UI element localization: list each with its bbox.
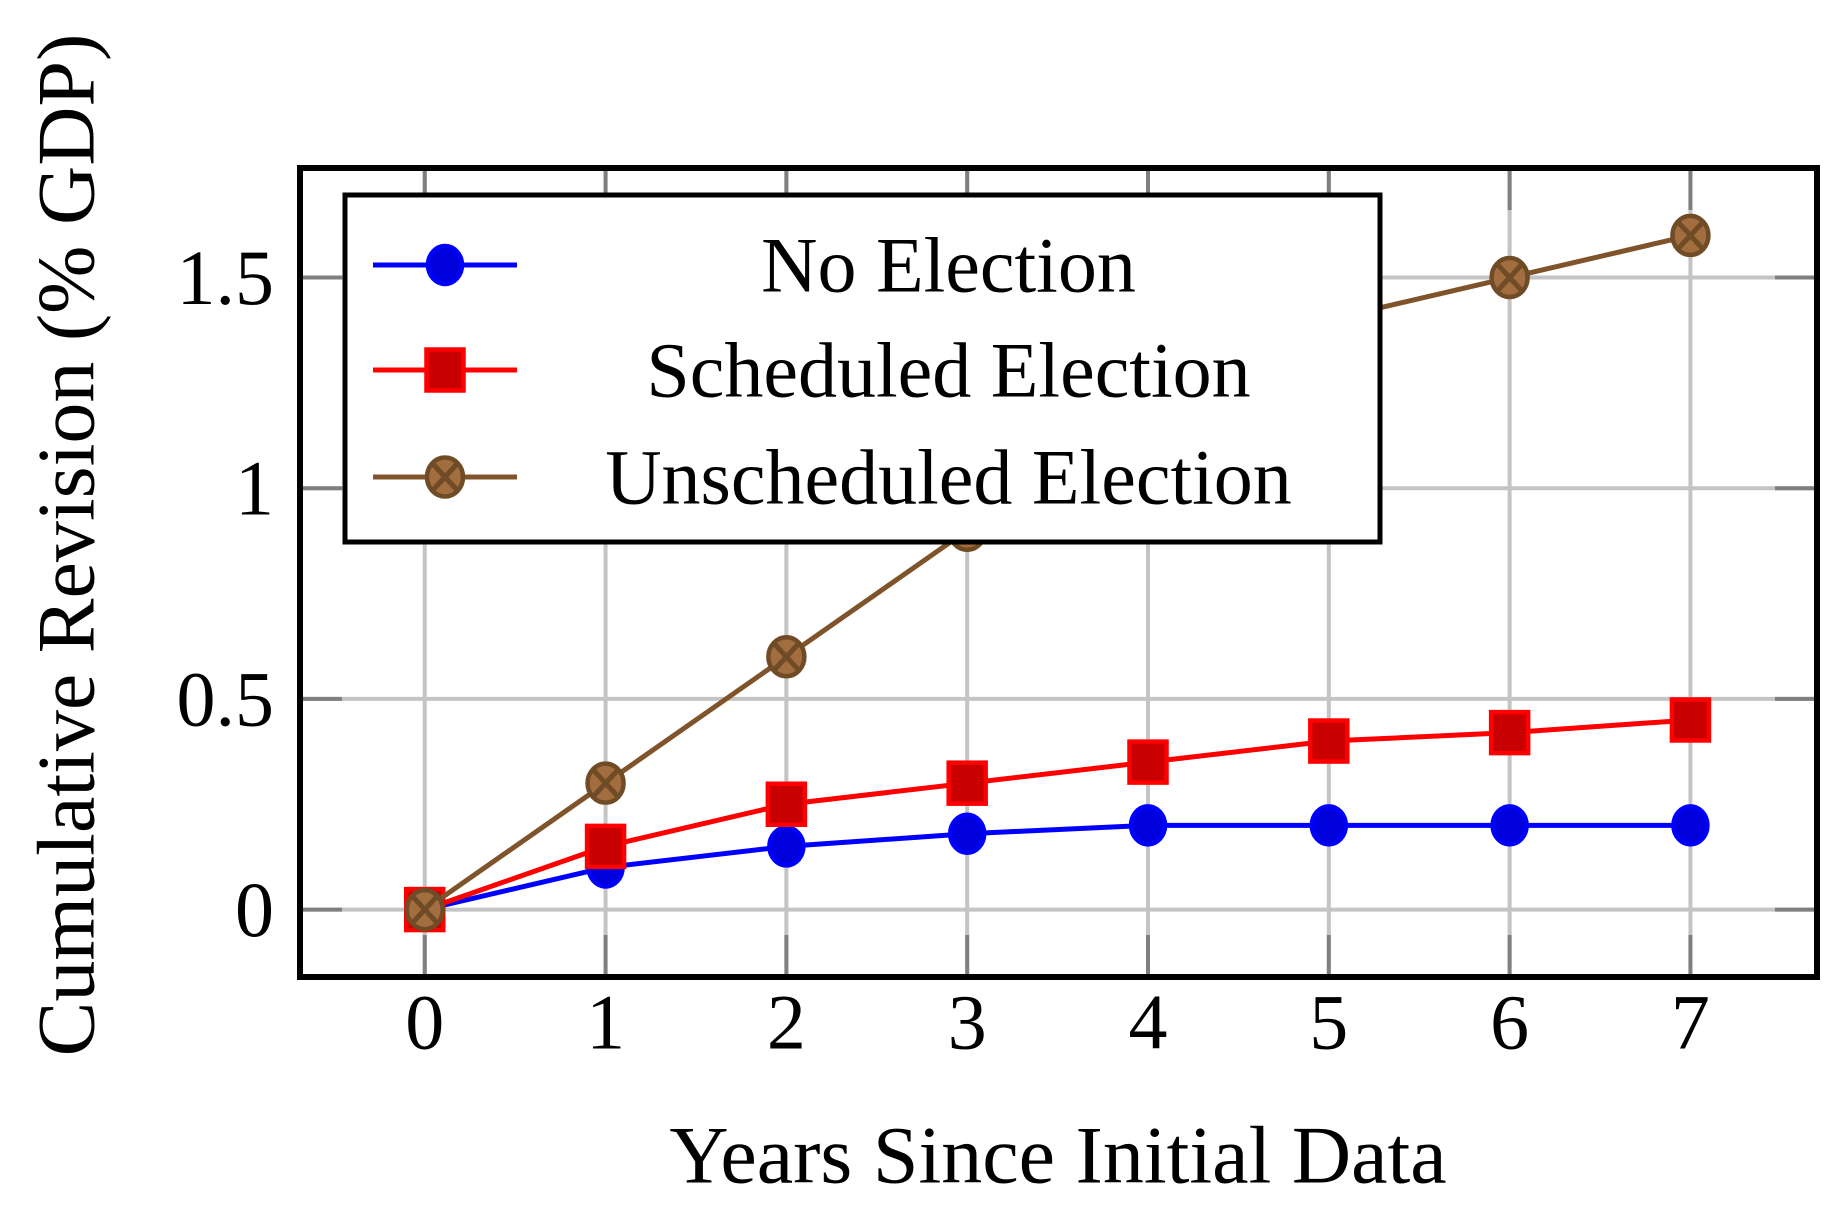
y-tick-label: 0.5 bbox=[177, 655, 275, 742]
marker-cross-stroke bbox=[430, 461, 460, 493]
y-tick-label: 0 bbox=[235, 866, 274, 953]
data-point-marker-square bbox=[1488, 709, 1531, 756]
series-line-no-election bbox=[424, 822, 1691, 913]
x-tick-label: 7 bbox=[1671, 979, 1710, 1066]
data-point-marker-square bbox=[424, 347, 466, 393]
x-tick-label: 6 bbox=[1490, 979, 1529, 1066]
y-tick-label: 1 bbox=[235, 445, 274, 532]
x-tick-label: 2 bbox=[767, 979, 806, 1066]
legend-item: Scheduled Election bbox=[373, 327, 1251, 414]
x-tick-label: 0 bbox=[405, 979, 444, 1066]
series-line-scheduled-election bbox=[423, 717, 1691, 912]
legend-item: Unscheduled Election bbox=[373, 434, 1292, 521]
y-tick-label: 1.5 bbox=[177, 234, 275, 321]
tick-labels: 0 1 2 3 4 5 6 7 0 0.5 1 1.5 bbox=[177, 234, 1710, 1065]
x-tick-label: 1 bbox=[586, 979, 625, 1066]
marker-cross-stroke bbox=[772, 641, 801, 672]
data-point-marker-square bbox=[584, 823, 627, 870]
marker-cross-stroke bbox=[410, 894, 440, 925]
legend-label: Unscheduled Election bbox=[605, 434, 1292, 521]
legend-label: Scheduled Election bbox=[646, 327, 1250, 414]
data-point-marker-circle bbox=[1128, 804, 1168, 847]
marker-cross-stroke bbox=[591, 767, 620, 799]
x-tick-label: 5 bbox=[1309, 979, 1348, 1066]
x-tick-label: 4 bbox=[1129, 979, 1168, 1066]
data-point-marker-circle bbox=[1490, 804, 1529, 847]
data-point-marker-circle bbox=[425, 243, 465, 287]
data-point-marker-square bbox=[765, 781, 808, 827]
legend-box bbox=[342, 192, 1383, 545]
plot-border bbox=[297, 165, 1820, 980]
x-axis-label: Years Since Initial Data bbox=[669, 1110, 1446, 1201]
y-axis-label: Cumulative Revision (% GDP) bbox=[21, 34, 112, 1057]
marker-cross-stroke bbox=[1495, 262, 1524, 293]
data-point-marker-circle bbox=[1671, 804, 1710, 847]
data-point-marker-square bbox=[1669, 697, 1712, 743]
data-point-marker-circle bbox=[947, 812, 987, 855]
data-point-marker-circle bbox=[767, 825, 806, 868]
series-scheduled-election bbox=[404, 697, 1712, 933]
legend-item: No Election bbox=[373, 222, 1136, 309]
x-tick-label: 3 bbox=[948, 979, 987, 1066]
data-point-marker-square bbox=[946, 760, 988, 806]
legend: No Election Scheduled Election Unscheduled… bbox=[342, 192, 1383, 545]
data-point-marker-square bbox=[1127, 739, 1169, 785]
legend-label: No Election bbox=[761, 222, 1136, 309]
data-point-marker-square bbox=[1308, 718, 1350, 764]
marker-cross-stroke bbox=[1676, 220, 1705, 251]
data-point-marker-circle bbox=[1309, 804, 1349, 847]
